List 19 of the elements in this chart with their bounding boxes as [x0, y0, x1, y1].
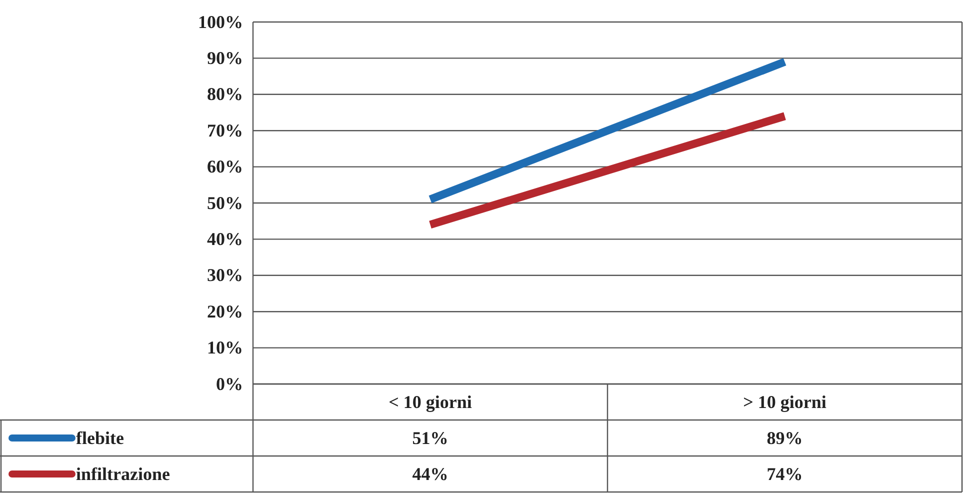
- y-tick-label: 20%: [207, 301, 243, 322]
- x-tick-label: > 10 giorni: [743, 392, 826, 412]
- y-tick-label: 40%: [207, 228, 243, 249]
- y-tick-label: 80%: [207, 84, 243, 104]
- legend-label: flebite: [76, 428, 124, 448]
- y-tick-label: 30%: [207, 265, 243, 286]
- x-tick-label: < 10 giorni: [388, 392, 472, 412]
- y-tick-label: 90%: [207, 48, 243, 68]
- y-tick-label: 60%: [207, 156, 243, 177]
- data-label: 89%: [766, 428, 803, 448]
- y-tick-label: 0%: [216, 374, 243, 394]
- y-tick-label: 100%: [198, 12, 243, 32]
- data-label: 44%: [412, 464, 448, 484]
- y-tick-label: 10%: [207, 338, 243, 358]
- legend-label: infiltrazione: [76, 464, 170, 484]
- y-tick-label: 70%: [207, 120, 243, 140]
- data-label: 74%: [766, 464, 803, 484]
- y-tick-label: 50%: [207, 192, 243, 213]
- data-label: 51%: [412, 428, 448, 448]
